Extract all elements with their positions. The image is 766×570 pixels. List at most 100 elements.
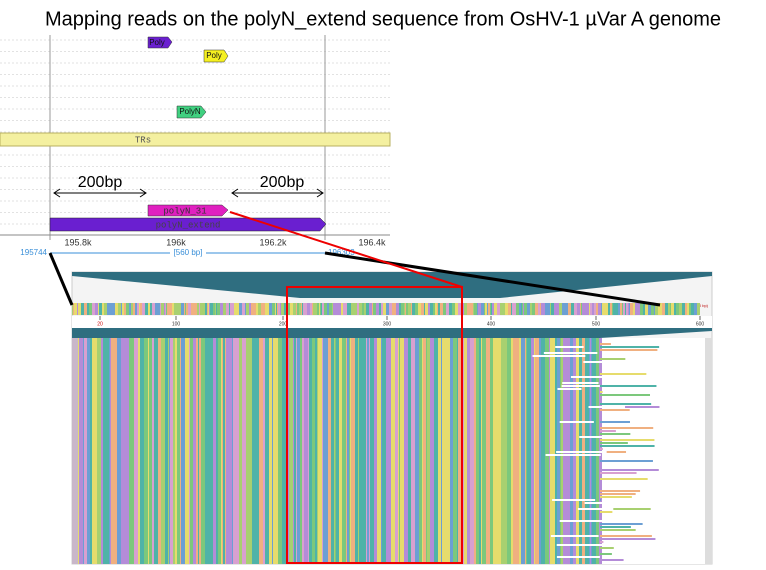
strip-cell [254,303,256,315]
label-bg [170,248,206,258]
strip-cell [275,303,276,315]
scrollbar[interactable] [705,338,712,564]
read-column [189,338,190,564]
read-gap [559,421,594,423]
read-column [221,338,222,564]
strip-cell [505,303,508,315]
read-column [220,338,221,564]
strip-cell [633,303,635,315]
strip-cell [167,303,170,315]
ruler-label: 400 [487,321,496,327]
feature-arrow [147,204,229,217]
axis-tick-label: 195.8k [64,237,92,247]
read-column [469,338,470,564]
read-column [92,338,95,564]
strip-cell [435,303,436,315]
ruler-label: 600 [696,321,705,327]
strip-cell [209,303,210,315]
read-column [213,338,216,564]
strip-cell [452,303,455,315]
strip-cell [381,303,383,315]
read-column [181,338,185,564]
read-tail [600,373,647,375]
read-column [511,338,513,564]
read-gap [562,382,599,384]
strip-cell [366,303,369,315]
ruler-label: 300 [383,321,392,327]
strip-cell [121,303,122,315]
strip-cell [164,303,165,315]
strip-cell [586,303,589,315]
strip-cell [261,303,263,315]
strip-cell [612,303,613,315]
read-column [453,338,457,564]
strip-cell [217,303,220,315]
read-column [395,338,397,564]
strip-cell [412,303,415,315]
strip-cell [239,303,242,315]
strip-cell [629,303,630,315]
strip-cell [129,303,131,315]
read-column [223,338,225,564]
read-column [503,338,507,564]
read-tail [600,511,613,513]
read-column [426,338,427,564]
read-column [313,338,315,564]
strip-cell [584,303,586,315]
strip-cell [320,303,321,315]
read-column [87,338,89,564]
read-column [362,338,366,564]
strip-cell [140,303,142,315]
arrow-head [316,188,324,198]
strip-cell [78,303,81,315]
read-column [442,338,444,564]
strip-cell [347,303,349,315]
strip-cell [133,303,135,315]
strip-cell [186,303,188,315]
read-gap [579,436,606,438]
read-column [334,338,335,564]
read-column [233,338,236,564]
read-column [534,338,535,564]
read-column [366,338,367,564]
strip-cell [665,303,668,315]
strip-cell [341,303,343,315]
strip-cell [386,303,389,315]
strip-cell [373,303,376,315]
ruler-label: 500 [592,321,601,327]
strip-cell [213,303,215,315]
strip-cell [113,303,115,315]
strip-cell [242,303,245,315]
strip-cell [571,303,574,315]
strip-cell [205,303,207,315]
read-tail [600,442,628,444]
read-column [349,338,350,564]
strip-cell [399,303,401,315]
read-column [97,338,101,564]
read-column [232,338,233,564]
read-column [170,338,173,564]
read-column [393,338,394,564]
strip-cell [613,303,615,315]
read-column [302,338,304,564]
read-column [400,338,404,564]
strip-cell [170,303,172,315]
strip-cell [269,303,272,315]
strip-cell [559,303,562,315]
read-column [463,338,464,564]
strip-cell [540,303,541,315]
strip-cell [166,303,167,315]
read-column [251,338,252,564]
read-column [277,338,278,564]
read-tail [600,421,630,423]
read-column [326,338,328,564]
read-column [398,338,399,564]
strip-cell [602,303,604,315]
strip-cell [92,303,95,315]
read-column [84,338,87,564]
span-label: 200bp [260,174,305,191]
strip-cell [676,303,679,315]
strip-cell [687,303,689,315]
read-column [272,338,273,564]
read-column [521,338,525,564]
